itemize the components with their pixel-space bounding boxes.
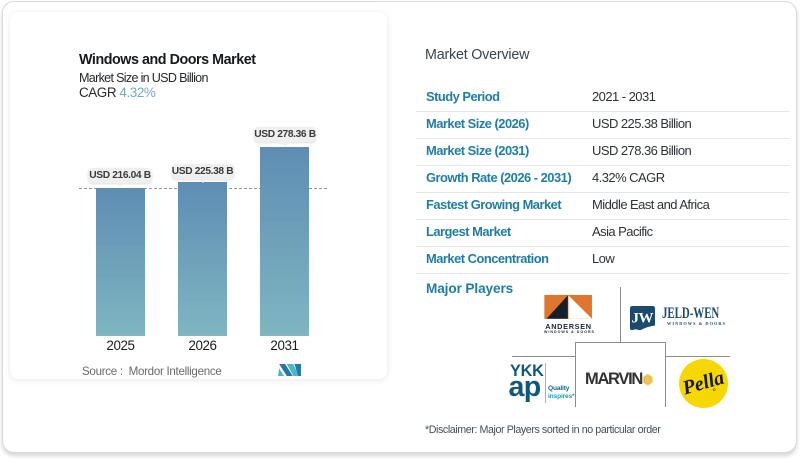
svg-text:JW: JW [632, 310, 654, 326]
